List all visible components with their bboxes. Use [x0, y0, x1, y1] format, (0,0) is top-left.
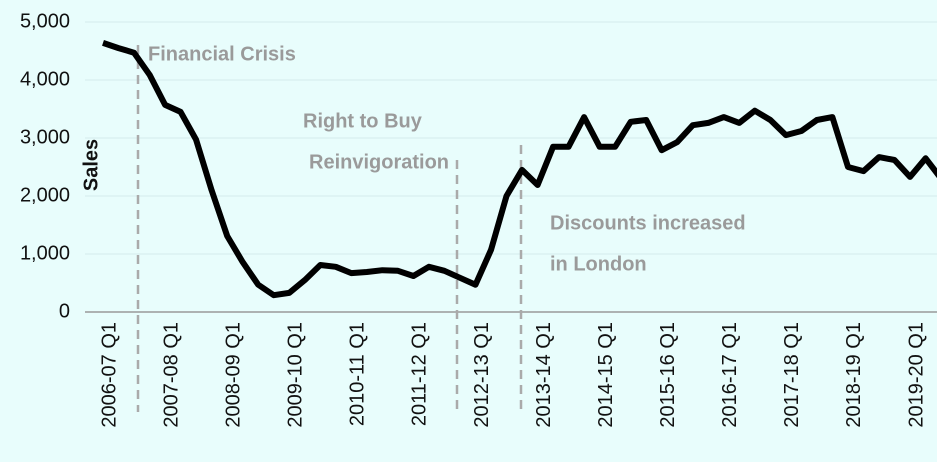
x-tick-label: 2011-12 Q1 [409, 322, 431, 426]
annotation: in London [550, 253, 647, 275]
x-tick-label: 2017-18 Q1 [781, 322, 803, 428]
x-tick-label: 2006-07 Q1 [98, 322, 120, 428]
x-tick-label: 2015-16 Q1 [657, 322, 679, 428]
x-tick-label: 2018-19 Q1 [843, 322, 865, 428]
x-tick-label: 2016-17 Q1 [719, 322, 741, 428]
annotation: Financial Crisis [148, 43, 296, 65]
y-tick-label: 1,000 [20, 242, 70, 264]
y-tick-label: 0 [59, 300, 70, 322]
annotation: Discounts increased [550, 212, 746, 234]
x-tick-label: 2012-13 Q1 [471, 322, 493, 428]
y-tick-label: 4,000 [20, 68, 70, 90]
annotation: Right to Buy [303, 110, 423, 132]
x-tick-label: 2008-09 Q1 [222, 322, 244, 428]
y-tick-label: 2,000 [20, 184, 70, 206]
x-tick-label: 2009-10 Q1 [285, 322, 307, 428]
line [102, 40, 937, 299]
y-tick-label: 5,000 [20, 10, 70, 32]
x-tick-label: 2013-14 Q1 [533, 322, 555, 428]
x-tick-label: 2010-11 Q1 [347, 322, 369, 426]
x-tick-label: 2019-20 Q1 [905, 322, 927, 428]
annotation: Reinvigoration [309, 151, 449, 173]
x-tick-label: 2007-08 Q1 [160, 322, 182, 428]
y-axis-label: Sales [80, 139, 102, 191]
x-tick-label: 2014-15 Q1 [595, 322, 617, 428]
y-tick-label: 3,000 [20, 126, 70, 148]
